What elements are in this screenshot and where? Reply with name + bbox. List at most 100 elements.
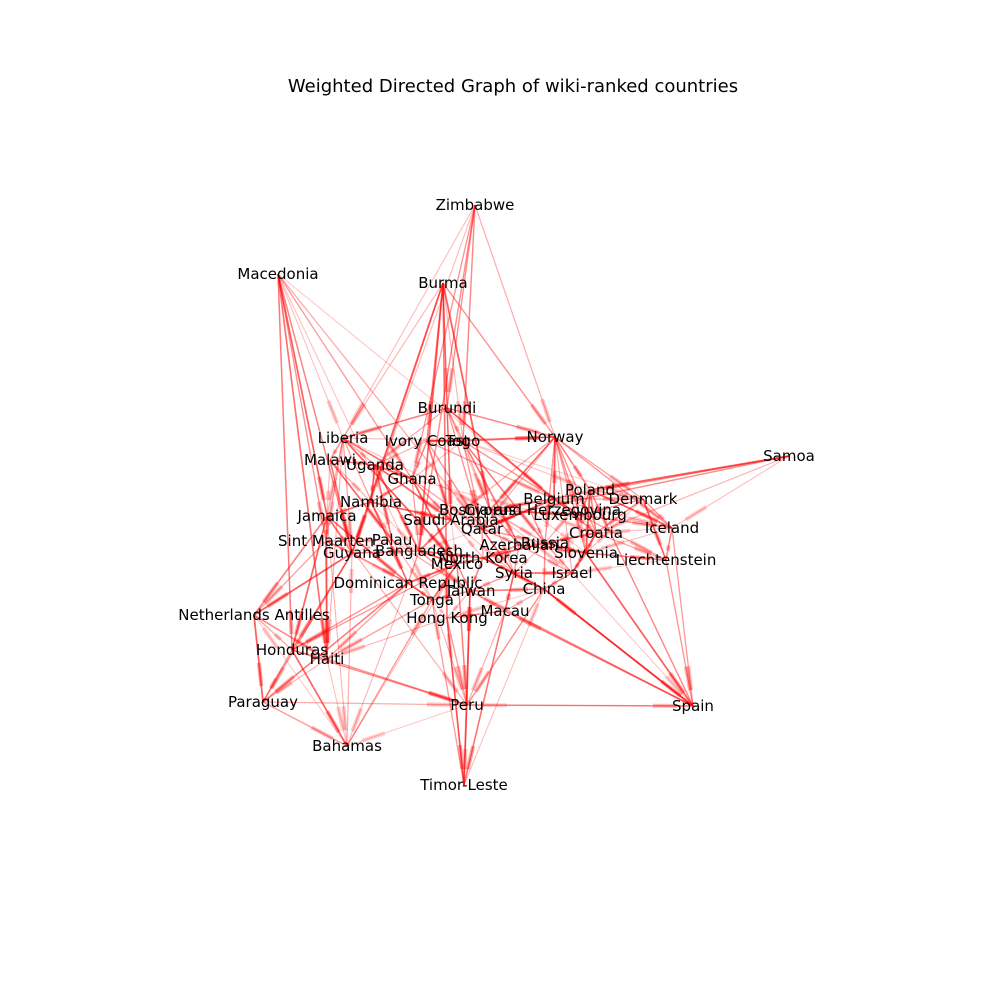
edge-zimbabwe-to-norway xyxy=(474,204,556,438)
node-label-russia: Russia xyxy=(521,534,569,552)
edge-norway-to-slovenia xyxy=(554,436,587,554)
edge-taiwan-to-china xyxy=(469,587,545,592)
edge-sint-maarten-to-netherlands-antilles xyxy=(253,540,327,616)
edge-liechtenstein-to-spain xyxy=(665,559,694,707)
edge-saudi-arabia-to-mexico xyxy=(450,519,458,565)
edge-spain-to-peru xyxy=(466,703,694,708)
node-label-burma: Burma xyxy=(418,274,468,292)
edge-bahamas-to-netherlands-antilles xyxy=(253,614,348,747)
edge-poland-to-russia xyxy=(544,489,591,544)
node-label-mexico: Mexico xyxy=(431,555,483,573)
edge-mexico-to-taiwan xyxy=(456,563,471,592)
edge-bosnia-and-herzegovina-to-russia xyxy=(529,509,546,544)
edge-denmark-to-croatia xyxy=(595,498,644,534)
node-label-north-korea: North Korea xyxy=(438,549,527,567)
edge-malawi-to-namibia xyxy=(329,459,372,503)
edge-cyprus-to-russia xyxy=(489,509,546,544)
edge-norway-to-cyprus xyxy=(489,436,556,511)
node-label-liberia: Liberia xyxy=(318,429,369,447)
edge-liberia-to-uganda xyxy=(342,437,376,466)
node-label-guyana: Guyana xyxy=(323,544,381,562)
edge-burma-to-cyprus xyxy=(442,282,491,511)
edge-hong-kong-to-haiti xyxy=(326,617,448,660)
edge-netherlands-antilles-to-paraguay xyxy=(253,614,264,703)
edge-russia-to-syria xyxy=(513,542,546,574)
edge-burma-to-norway xyxy=(442,282,556,438)
edge-dominican-republic-to-paraguay xyxy=(262,582,409,703)
edge-sint-maarten-to-guyana xyxy=(325,540,353,554)
edge-macedonia-to-qatar xyxy=(277,273,483,530)
edge-norway-to-poland xyxy=(554,436,591,491)
edge-luxembourg-to-slovenia xyxy=(579,514,587,554)
edge-iceland-to-slovenia xyxy=(585,527,673,554)
edge-macedonia-to-honduras xyxy=(277,273,294,651)
edge-poland-to-slovenia xyxy=(585,489,591,554)
edge-guyana-to-paraguay xyxy=(262,552,353,703)
edge-liberia-to-ghana xyxy=(342,437,413,480)
edge-togo-to-poland xyxy=(462,440,591,491)
edge-ghana-to-saudi-arabia xyxy=(411,478,452,521)
edge-denmark-to-slovenia xyxy=(585,498,644,554)
node-label-sint-maarten: Sint Maarten xyxy=(278,532,374,550)
edge-burma-to-togo xyxy=(442,282,464,442)
edge-hong-kong-to-timor-leste xyxy=(446,617,465,786)
edge-spain-to-poland xyxy=(589,489,694,707)
edge-syria-to-macau xyxy=(504,572,515,612)
edge-poland-to-croatia xyxy=(589,489,597,534)
edge-macedonia-to-croatia xyxy=(277,273,597,534)
node-label-zimbabwe: Zimbabwe xyxy=(436,196,515,214)
edge-china-to-peru xyxy=(466,588,545,706)
edge-mexico-to-dominican-republic xyxy=(407,563,458,584)
edge-tonga-to-peru xyxy=(431,599,468,706)
edge-tonga-to-haiti xyxy=(326,599,433,660)
edge-croatia-to-liechtenstein xyxy=(595,532,667,561)
edge-bosnia-and-herzegovina-to-croatia xyxy=(529,509,597,534)
edge-bangladesh-to-dominican-republic xyxy=(407,550,420,584)
node-label-cyprus: Cyprus xyxy=(464,501,517,519)
edge-burundi-to-qatar xyxy=(446,407,483,530)
edge-china-to-macau xyxy=(504,588,545,612)
edge-poland-to-luxembourg xyxy=(579,489,591,516)
node-label-belgium: Belgium xyxy=(523,490,585,508)
edge-north-korea-to-taiwan xyxy=(469,557,484,592)
edge-mexico-to-honduras xyxy=(291,563,458,651)
node-label-uganda: Uganda xyxy=(346,456,404,474)
edge-uganda-to-bangladesh xyxy=(374,464,420,552)
edge-togo-to-russia xyxy=(462,440,546,544)
edge-cyprus-to-syria xyxy=(489,509,515,574)
edge-liberia-to-guyana xyxy=(342,437,353,554)
edge-syria-to-china xyxy=(513,572,545,590)
edge-timor-leste-to-taiwan xyxy=(463,590,472,786)
edge-jamaica-to-sint-maarten xyxy=(324,515,329,542)
edge-burundi-to-belgium xyxy=(446,407,555,500)
edge-macau-to-hong-kong xyxy=(446,610,506,619)
edge-saudi-arabia-to-qatar xyxy=(450,519,483,530)
node-label-israel: Israel xyxy=(552,564,593,582)
edge-guyana-to-honduras xyxy=(291,552,353,651)
node-label-china: China xyxy=(523,580,566,598)
edge-belgium-to-croatia xyxy=(553,498,597,534)
edge-macau-to-peru xyxy=(466,610,506,706)
edge-iceland-to-croatia xyxy=(595,527,673,534)
edge-samoa-to-croatia xyxy=(595,455,790,534)
edge-jamaica-to-honduras xyxy=(291,515,328,651)
edge-samoa-to-iceland xyxy=(671,455,790,529)
edge-timor-leste-to-china xyxy=(463,588,545,786)
node-label-denmark: Denmark xyxy=(609,490,678,508)
edge-zimbabwe-to-togo xyxy=(461,204,476,442)
node-label-malawi: Malawi xyxy=(304,451,356,469)
edge-spain-to-macau xyxy=(504,610,694,707)
edge-guyana-to-netherlands-antilles xyxy=(253,552,353,616)
edge-paraguay-to-peru xyxy=(262,701,468,707)
node-label-timor-leste: Timor-Leste xyxy=(419,776,508,794)
edge-norway-to-denmark xyxy=(554,436,644,500)
edge-north-korea-to-mexico xyxy=(456,557,484,565)
edge-ghana-to-mexico xyxy=(411,478,458,565)
edge-liberia-to-sint-maarten xyxy=(325,437,344,542)
edge-jamaica-to-peru xyxy=(326,515,468,706)
edge-belgium-to-cyprus xyxy=(489,498,555,511)
edge-denmark-to-luxembourg xyxy=(579,498,644,516)
edge-togo-to-denmark xyxy=(462,440,644,500)
edge-bahamas-to-mexico xyxy=(346,563,458,747)
node-label-hong-kong: Hong Kong xyxy=(406,609,488,627)
